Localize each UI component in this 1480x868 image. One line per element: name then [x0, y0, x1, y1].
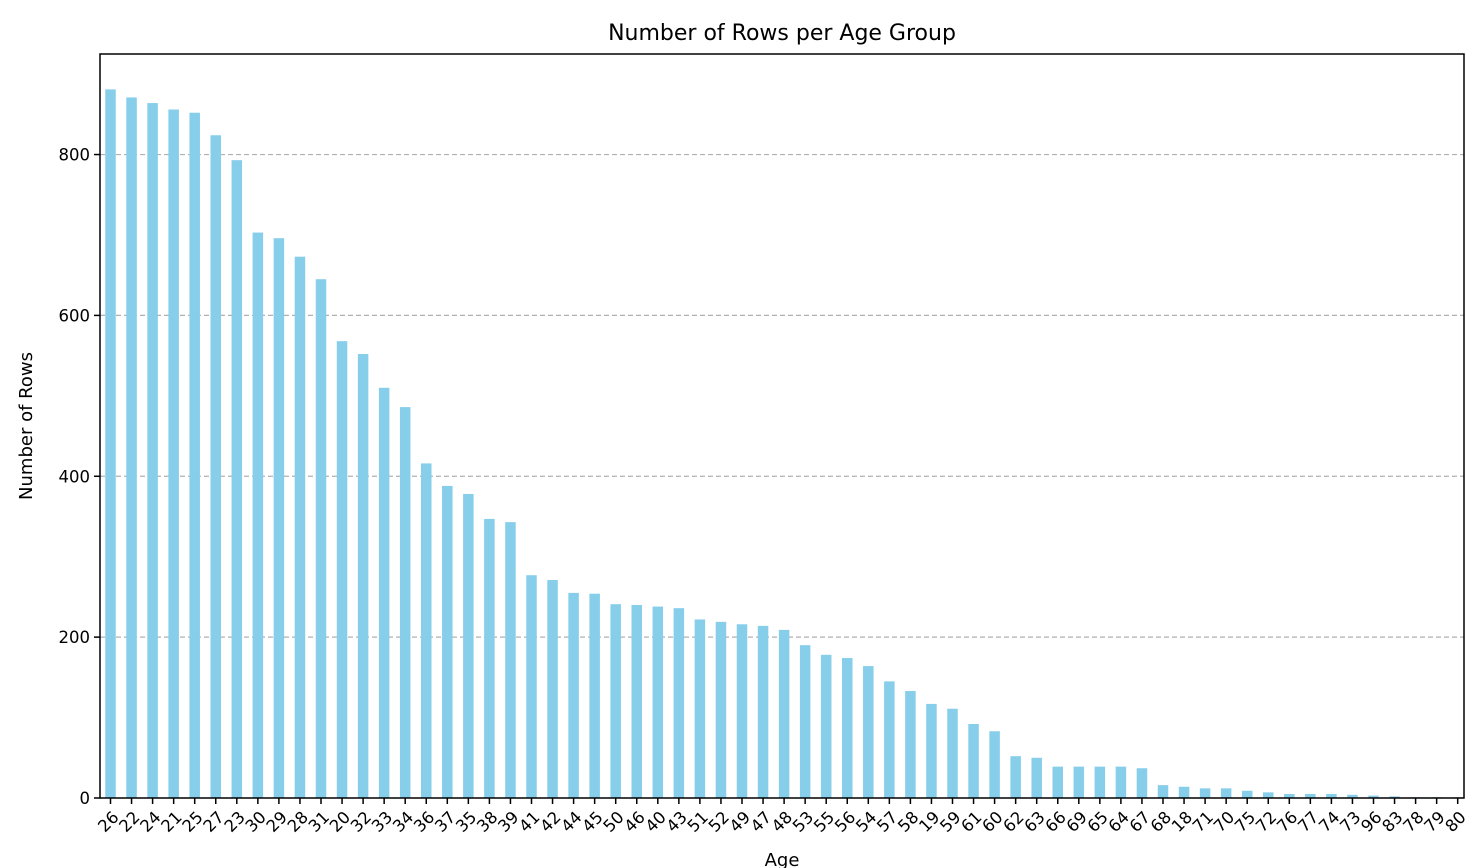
bars [105, 89, 1463, 799]
bar [378, 387, 390, 798]
bar [1220, 788, 1232, 798]
bar [294, 256, 306, 799]
bar [252, 232, 264, 798]
bar [1010, 756, 1021, 798]
bar [126, 97, 137, 798]
bar [1157, 785, 1169, 798]
bar [1052, 766, 1063, 798]
bar [1263, 792, 1274, 798]
bar [736, 624, 748, 798]
y-axis: 0 200 400 600 800 [59, 146, 100, 808]
plot-frame [99, 53, 1465, 799]
x-axis: 2622242125272330292831203233343637353839… [94, 798, 1470, 836]
bar [1199, 788, 1211, 798]
y-tick-label: 800 [59, 146, 91, 165]
bar [820, 654, 832, 798]
bar [1305, 793, 1316, 798]
bar [399, 407, 411, 798]
bar [989, 731, 1000, 798]
y-tick-label: 600 [59, 306, 91, 325]
bar [905, 691, 916, 798]
bar [1031, 757, 1042, 798]
bar [168, 109, 179, 799]
bar [968, 724, 979, 798]
bar [799, 645, 811, 798]
bar [1284, 793, 1295, 798]
bar [463, 493, 474, 798]
bar [1326, 793, 1337, 798]
y-tick-label: 400 [59, 467, 91, 486]
bar [947, 708, 958, 798]
bar [1115, 766, 1127, 798]
bar [884, 681, 895, 798]
x-tick-label: 80 [1441, 808, 1469, 836]
bar [1368, 795, 1379, 798]
bar [863, 666, 874, 798]
bar [610, 604, 621, 798]
bar [1347, 794, 1358, 798]
bar [1178, 786, 1190, 798]
bar [568, 592, 579, 798]
bar [315, 279, 327, 798]
bar [547, 580, 558, 798]
bar [210, 135, 221, 798]
chart-title: Number of Rows per Age Group [608, 21, 956, 46]
bar [1094, 766, 1106, 798]
bar [926, 703, 937, 798]
bar [105, 89, 116, 799]
bar [694, 619, 706, 798]
y-axis-label: Number of Rows [16, 352, 37, 500]
y-tick-label: 0 [80, 789, 91, 808]
bar [673, 608, 685, 798]
bar [357, 354, 369, 798]
x-axis-label: Age [765, 850, 800, 868]
bar [652, 606, 664, 798]
bar [1073, 766, 1085, 798]
bar [505, 522, 516, 798]
bar [442, 485, 453, 798]
bar [273, 238, 285, 798]
bar [484, 518, 495, 798]
bar [589, 593, 600, 798]
bar [757, 625, 769, 798]
bar [778, 629, 790, 798]
bar [842, 658, 853, 798]
bar [631, 604, 642, 798]
bar [231, 160, 243, 799]
bar [526, 575, 537, 798]
bar [715, 621, 727, 798]
bar [336, 341, 348, 798]
bar [1389, 796, 1400, 798]
bar [147, 103, 158, 798]
y-tick-label: 200 [59, 628, 91, 647]
bar [189, 112, 200, 798]
bar [1241, 790, 1253, 798]
bar [421, 463, 432, 798]
bar [1136, 768, 1148, 798]
